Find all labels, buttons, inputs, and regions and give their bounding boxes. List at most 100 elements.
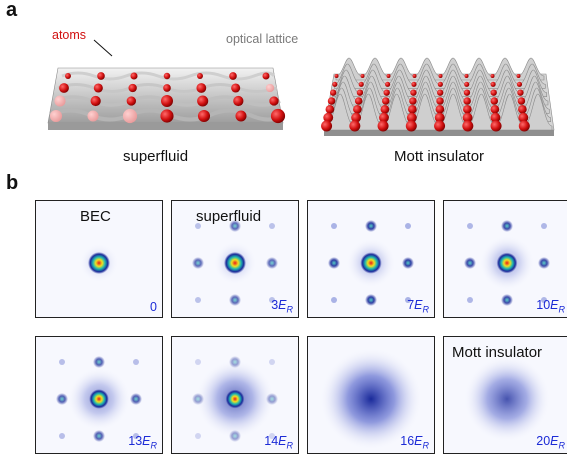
optical-lattice-label: optical lattice bbox=[226, 32, 299, 46]
mott-atom bbox=[463, 105, 472, 114]
interference-peak bbox=[229, 294, 241, 306]
superfluid-atom bbox=[130, 72, 138, 80]
interference-peak bbox=[501, 294, 513, 306]
superfluid-atom bbox=[90, 95, 101, 107]
superfluid-atom bbox=[270, 108, 286, 124]
central-peak bbox=[496, 252, 518, 274]
mott-atom bbox=[436, 97, 444, 105]
higher-order-peak bbox=[269, 223, 275, 229]
higher-order-peak bbox=[269, 297, 275, 303]
diffuse-halo bbox=[319, 347, 423, 451]
mott-atom bbox=[356, 89, 364, 96]
absorption-image bbox=[172, 201, 298, 317]
absorption-image-tile: 7ER bbox=[307, 200, 435, 318]
mott-atom bbox=[330, 89, 337, 96]
superfluid-atom bbox=[231, 83, 241, 93]
mott-atom bbox=[490, 89, 497, 96]
higher-order-peak bbox=[133, 359, 139, 365]
mott-atom bbox=[409, 97, 417, 105]
superfluid-atom bbox=[262, 72, 270, 80]
higher-order-peak bbox=[195, 223, 201, 229]
mott-atom bbox=[323, 112, 334, 123]
absorption-image-tile: 13ER bbox=[35, 336, 163, 454]
mott-atom bbox=[437, 81, 443, 87]
superfluid-atom bbox=[128, 83, 137, 93]
interference-peak bbox=[328, 257, 340, 269]
mott-atom bbox=[434, 120, 446, 132]
superfluid-atom bbox=[197, 95, 209, 107]
absorption-image-tile: Mott insulator 20ER bbox=[443, 336, 567, 454]
mott-atom bbox=[360, 74, 365, 78]
absorption-image bbox=[308, 337, 434, 453]
mott-atom bbox=[380, 105, 390, 114]
mott-atom bbox=[385, 81, 391, 87]
interference-peak bbox=[229, 356, 241, 368]
superfluid-atom bbox=[65, 73, 71, 79]
superfluid-atom bbox=[54, 95, 66, 107]
mott-atom bbox=[438, 74, 443, 78]
mott-atom bbox=[349, 120, 361, 132]
interference-peak bbox=[538, 257, 550, 269]
mott-atom bbox=[321, 120, 333, 132]
interference-peak bbox=[192, 393, 204, 405]
mott-atom bbox=[354, 97, 363, 105]
mott-atom bbox=[490, 105, 500, 114]
interference-peak bbox=[192, 257, 204, 269]
interference-peak bbox=[365, 294, 377, 306]
mott-atom bbox=[386, 74, 391, 78]
mott-atom bbox=[377, 120, 389, 132]
mott-insulator-lattice-illustration bbox=[321, 57, 555, 136]
mott-atom bbox=[406, 112, 417, 123]
interference-peak bbox=[365, 220, 377, 232]
absorption-image-tile: 14ER bbox=[171, 336, 299, 454]
central-peak bbox=[89, 389, 109, 409]
interference-peak bbox=[93, 356, 105, 368]
tile-title: superfluid bbox=[196, 208, 262, 225]
interference-peak bbox=[464, 257, 476, 269]
central-peak bbox=[225, 389, 245, 409]
mott-atom bbox=[379, 112, 389, 123]
absorption-image bbox=[36, 201, 162, 317]
higher-order-peak bbox=[195, 359, 201, 365]
interference-peak bbox=[402, 257, 414, 269]
panel-a-letter: a bbox=[6, 0, 18, 21]
mott-atom bbox=[517, 89, 524, 96]
higher-order-peak bbox=[331, 297, 337, 303]
mott-atom bbox=[437, 89, 444, 96]
superfluid-atom bbox=[163, 72, 171, 80]
mott-atom bbox=[462, 112, 473, 123]
higher-order-peak bbox=[405, 297, 411, 303]
interference-peak bbox=[93, 430, 105, 442]
mott-atom bbox=[463, 89, 471, 96]
mott-atom bbox=[353, 105, 362, 114]
interference-peak bbox=[266, 257, 278, 269]
superfluid-atom bbox=[97, 72, 105, 80]
interference-peak bbox=[130, 393, 142, 405]
mott-atom bbox=[490, 74, 495, 78]
mott-atom bbox=[516, 81, 523, 87]
absorption-image bbox=[444, 201, 567, 317]
mott-atom bbox=[382, 97, 390, 105]
mott-atom bbox=[334, 74, 339, 78]
superfluid-atom bbox=[59, 83, 69, 93]
interference-peak bbox=[266, 393, 278, 405]
interference-peak bbox=[229, 220, 241, 232]
mott-atom bbox=[463, 97, 471, 105]
mott-atom bbox=[490, 112, 501, 123]
lattice-depth-label: 14ER bbox=[264, 433, 293, 451]
higher-order-peak bbox=[541, 297, 547, 303]
superfluid-atom bbox=[197, 109, 211, 123]
absorption-image bbox=[172, 337, 298, 453]
mott-atom bbox=[411, 81, 417, 87]
mott-atom bbox=[358, 81, 364, 87]
mott-atom bbox=[383, 89, 390, 96]
interference-peak bbox=[501, 220, 513, 232]
higher-order-peak bbox=[405, 223, 411, 229]
lattice-depth-label: 7ER bbox=[407, 297, 429, 315]
mott-atom bbox=[405, 120, 417, 132]
mott-atom bbox=[518, 105, 527, 114]
superfluid-atom bbox=[49, 109, 63, 123]
higher-order-peak bbox=[59, 359, 65, 365]
higher-order-peak bbox=[541, 223, 547, 229]
superfluid-atom bbox=[269, 96, 279, 106]
